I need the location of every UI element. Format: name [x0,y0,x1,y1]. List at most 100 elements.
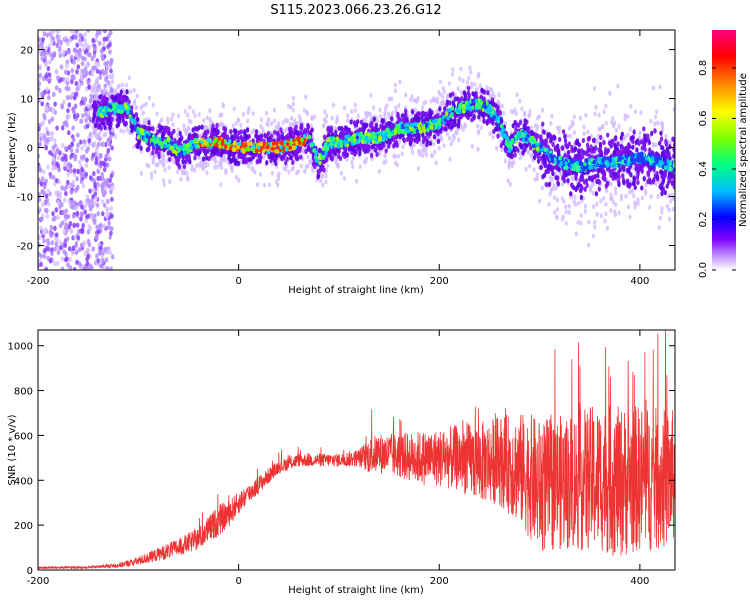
spectrogram-cell [630,188,635,194]
spectrogram-cell [80,61,85,67]
spectrogram-cell [50,55,55,61]
spectrogram-cell [63,69,68,75]
spectrogram-cell [104,141,108,148]
spectrogram-cell [88,175,93,181]
spectrogram-cell [105,162,110,168]
spectrogram-cell [231,123,235,129]
spectrogram-cell [586,129,590,135]
spectrogram-cell [95,202,100,208]
spectrogram-cell [645,133,650,139]
spectrogram-cell [188,105,192,110]
spectrogram-cell [102,166,107,173]
spectrogram-cell [222,125,226,131]
spectrogram-cell [42,112,46,119]
spectrogram-cell [43,54,47,60]
spectrogram-cell [412,98,416,103]
spectrogram-cell [122,128,126,134]
spectrogram-cell [461,78,465,83]
spectrogram-cell [594,141,598,147]
spectrogram-cell [132,144,136,150]
spectrogram-cell [324,119,328,125]
spectrogram-cell [579,213,583,218]
spectrogram-cell [48,76,52,82]
spectrogram-cell [74,240,79,247]
spectrogram-cell [339,170,344,176]
spectrogram-cell [93,109,97,115]
spectrogram-cell [87,241,92,248]
spectrogram-cell [583,186,587,192]
spectrogram-cell [38,37,41,43]
spectrogram-cell [83,72,88,78]
spectrogram-cell [305,109,309,115]
spectrogram-cell [215,147,219,153]
spectrogram-cell [38,235,41,241]
spectrogram-cell [628,126,632,132]
spectrogram-cell [43,247,47,254]
spectrogram-cell [67,113,71,119]
spectrogram-cell [106,248,110,255]
spectrogram-cell [608,90,612,96]
spectrogram-cell [536,158,541,164]
spectrogram-cell [118,118,122,124]
spectrogram-cell [642,126,646,132]
spectrogram-cell [644,188,648,194]
spectrogram-cell [60,256,65,262]
spectrogram-cell [592,204,596,210]
spectrogram-cell [46,246,50,252]
spectrogram-cell [50,35,54,41]
spectrogram-cell [72,222,77,229]
spectrogram-cell [453,96,458,102]
spectrogram-cell [130,105,134,111]
spectrogram-cell [341,151,345,157]
spectrogram-cell [51,160,55,166]
spectrogram-cell [215,164,219,170]
spectrogram-cell [475,94,479,100]
spectrogram-cell [151,102,155,108]
spectrogram-cell [310,127,314,133]
spectrogram-cell [347,146,352,152]
spectrogram-cell [95,87,99,93]
spectrogram-cell [615,149,620,155]
spectrogram-cell [43,227,48,233]
spectrogram-cell [463,122,467,128]
spectrogram-cell [81,183,86,189]
spectrogram-cell [626,204,631,210]
spectrogram-cell [183,127,187,133]
spectrogram-cell [563,138,568,144]
spectrogram-cell [38,197,42,203]
spectrogram-cell [75,147,79,154]
spectrogram-cell [107,32,112,39]
spectrogram-cell [646,170,650,176]
spectrogram-cell [49,224,54,231]
spectrogram-cell [179,176,183,182]
spectrogram-cell [403,113,407,119]
spectrogram-cell [267,117,271,123]
spectrogram-cell [587,219,591,225]
spectrogram-cell [425,111,430,117]
spectrogram-cell [475,86,479,92]
spectrogram-cell [306,154,310,160]
spectrogram-cell [38,81,42,87]
spectrogram-cell [535,126,539,132]
spectrogram-cell [228,150,232,156]
spectrogram-cell [274,160,278,167]
spectrogram-cell [65,76,70,82]
spectrogram-cell [264,110,269,116]
spectrogram-cell [151,150,155,156]
spectrogram-marks [38,30,675,270]
spectrogram-cell [139,171,143,176]
spectrogram-cell [557,166,561,172]
spectrogram-cell [661,178,665,185]
spectrogram-cell [241,111,246,117]
spectrogram-cell [513,119,517,126]
spectrogram-cell [532,154,537,161]
spectrogram-cell [410,149,414,155]
spectrogram-cell [420,148,424,154]
spectrogram-cell [75,176,79,182]
spectrogram-cell [294,151,298,157]
spectrogram-cell [424,99,428,105]
spectrogram-cell [527,113,531,119]
spectrogram-cell [363,118,367,124]
spectrogram-cell [89,133,94,139]
spectrogram-cell [663,189,667,196]
